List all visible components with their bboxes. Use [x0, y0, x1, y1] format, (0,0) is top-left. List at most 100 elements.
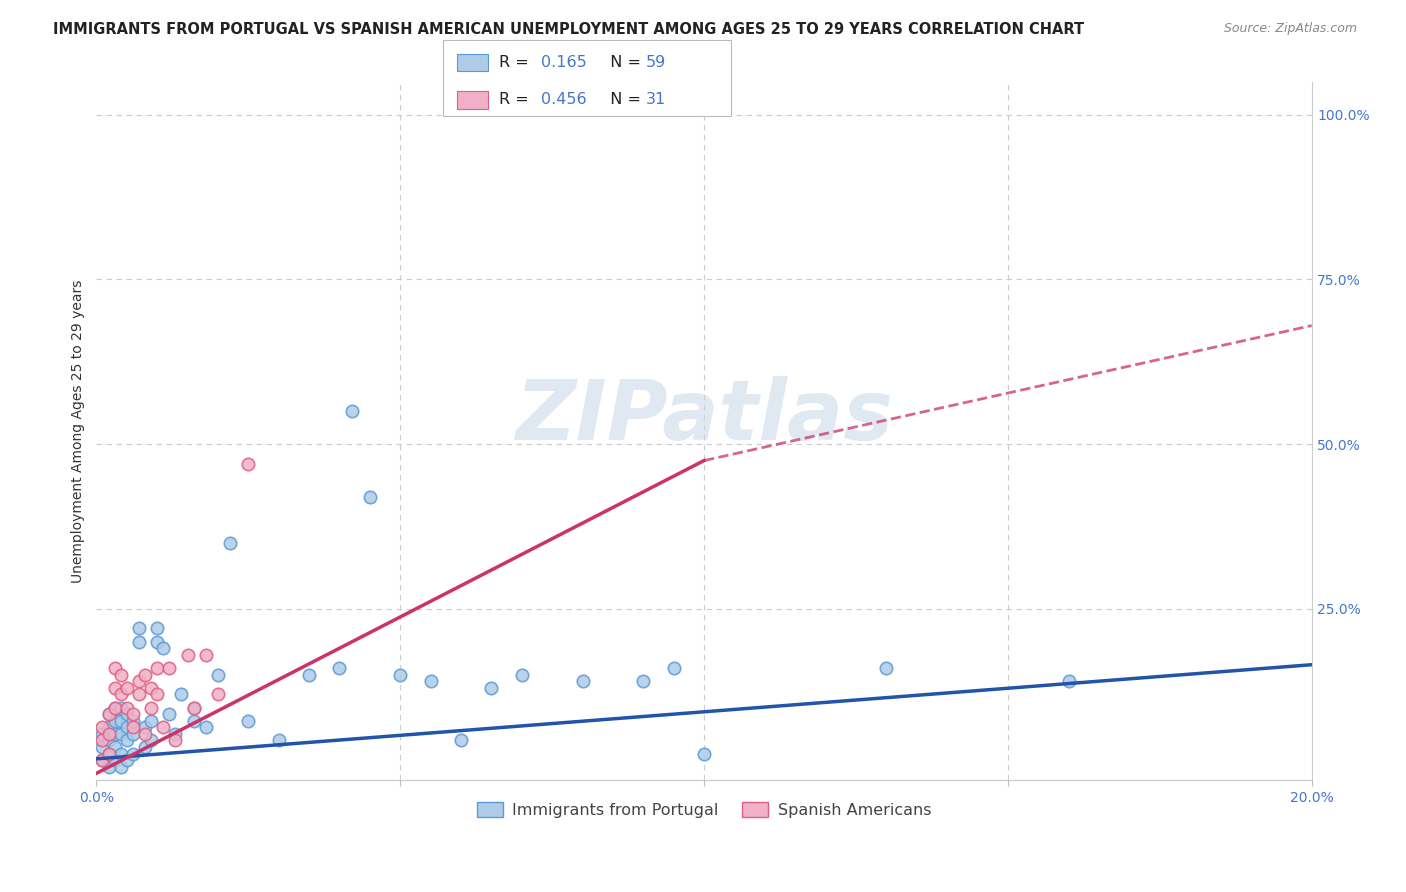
Point [194, 648, 217, 662]
Point [219, 536, 242, 550]
Text: 0.165: 0.165 [541, 55, 588, 70]
Point [121, 707, 143, 722]
Point [693, 747, 716, 761]
Point [207, 687, 229, 701]
Point [875, 661, 897, 675]
Point [103, 700, 125, 714]
Point [110, 760, 132, 774]
Text: N =: N = [600, 93, 647, 107]
Point [359, 490, 381, 504]
Point [165, 733, 187, 747]
Text: Source: ZipAtlas.com: Source: ZipAtlas.com [1223, 22, 1357, 36]
Point [115, 707, 138, 722]
Point [91, 727, 114, 741]
Point [207, 667, 229, 681]
Text: ZIPatlas: ZIPatlas [515, 376, 893, 458]
Point [115, 700, 138, 714]
Text: N =: N = [600, 55, 647, 70]
Point [115, 753, 138, 767]
Point [103, 727, 125, 741]
Point [419, 674, 441, 689]
Point [146, 622, 169, 636]
Point [146, 687, 169, 701]
Point [128, 622, 150, 636]
Point [298, 667, 321, 681]
Point [110, 700, 132, 714]
Point [134, 667, 156, 681]
Point [152, 641, 174, 656]
Point [91, 753, 114, 767]
Point [165, 727, 187, 741]
Point [97, 747, 120, 761]
Point [91, 720, 114, 734]
Point [110, 714, 132, 728]
Legend: Immigrants from Portugal, Spanish Americans: Immigrants from Portugal, Spanish Americ… [471, 796, 938, 824]
Point [91, 739, 114, 754]
Point [134, 720, 156, 734]
Point [121, 727, 143, 741]
Point [103, 714, 125, 728]
Text: R =: R = [499, 55, 534, 70]
Point [340, 404, 363, 418]
Point [328, 661, 350, 675]
Point [103, 681, 125, 695]
Point [134, 727, 156, 741]
Point [128, 674, 150, 689]
Point [110, 667, 132, 681]
Point [110, 747, 132, 761]
Point [146, 661, 169, 675]
Point [479, 681, 502, 695]
Point [389, 667, 412, 681]
Point [183, 714, 205, 728]
Point [170, 687, 193, 701]
Point [97, 707, 120, 722]
Point [115, 720, 138, 734]
Point [134, 739, 156, 754]
Text: 59: 59 [645, 55, 665, 70]
Point [139, 700, 162, 714]
Point [571, 674, 593, 689]
Point [115, 733, 138, 747]
Point [238, 457, 260, 471]
Point [157, 661, 180, 675]
Point [110, 727, 132, 741]
Point [176, 648, 198, 662]
Point [157, 707, 180, 722]
Point [115, 681, 138, 695]
Point [450, 733, 472, 747]
Point [633, 674, 655, 689]
Point [238, 714, 260, 728]
Point [97, 733, 120, 747]
Point [152, 720, 174, 734]
Text: R =: R = [499, 93, 534, 107]
Point [121, 747, 143, 761]
Point [128, 687, 150, 701]
Text: 31: 31 [645, 93, 665, 107]
Point [97, 727, 120, 741]
Y-axis label: Unemployment Among Ages 25 to 29 years: Unemployment Among Ages 25 to 29 years [72, 279, 86, 582]
Point [267, 733, 290, 747]
Point [662, 661, 685, 675]
Point [103, 739, 125, 754]
Point [139, 681, 162, 695]
Point [121, 714, 143, 728]
Point [183, 700, 205, 714]
Point [103, 700, 125, 714]
Point [91, 753, 114, 767]
Text: 0.456: 0.456 [541, 93, 586, 107]
Point [194, 720, 217, 734]
Point [97, 720, 120, 734]
Point [103, 753, 125, 767]
Point [121, 720, 143, 734]
Point [91, 733, 114, 747]
Point [103, 661, 125, 675]
Point [128, 634, 150, 648]
Point [1057, 674, 1080, 689]
Point [97, 760, 120, 774]
Point [510, 667, 533, 681]
Point [139, 733, 162, 747]
Point [139, 714, 162, 728]
Point [110, 687, 132, 701]
Point [97, 747, 120, 761]
Point [183, 700, 205, 714]
